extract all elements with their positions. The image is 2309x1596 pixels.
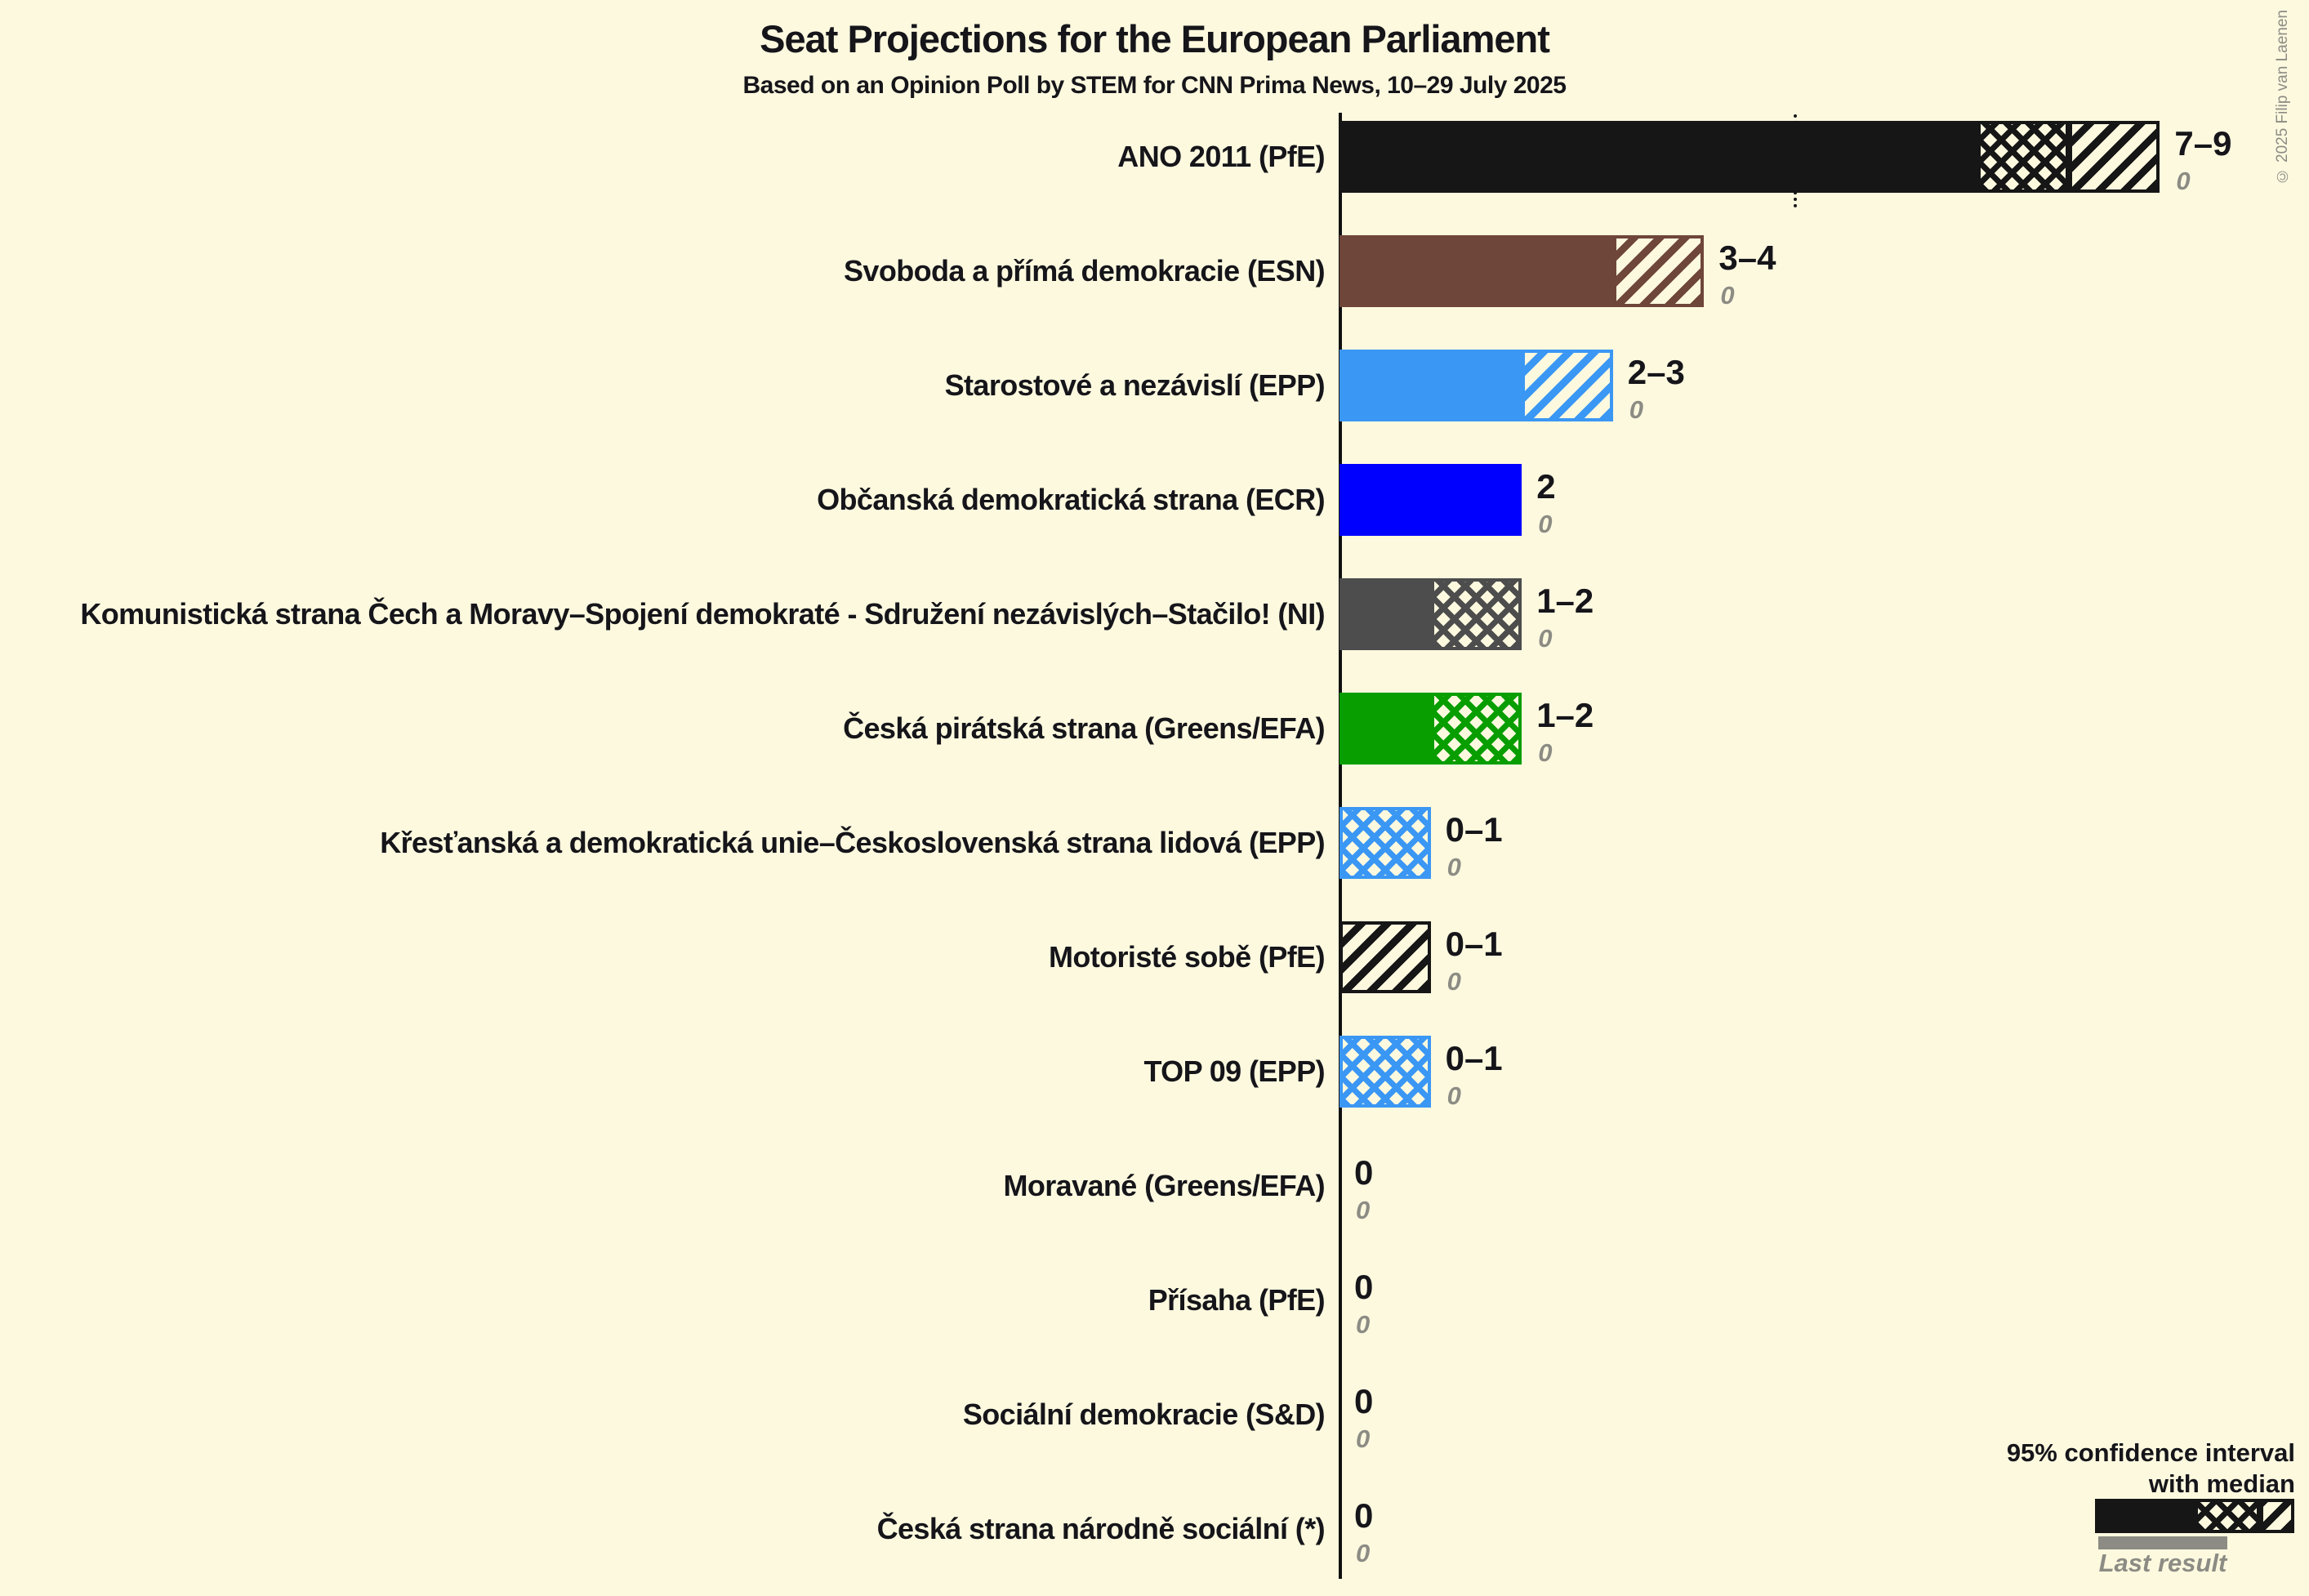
bar-segment-crosshatch — [1339, 807, 1431, 879]
bar-segment-crosshatch — [1977, 121, 2069, 193]
last-result-value: 0 — [1538, 738, 1553, 767]
bar-segment-solid — [1339, 350, 1522, 421]
last-result-value: 0 — [1446, 1081, 1461, 1110]
last-result-value: 0 — [1356, 1196, 1371, 1224]
seat-range-label: 0–1 — [1445, 925, 1503, 963]
seat-range-label: 7–9 — [2174, 124, 2232, 163]
seat-range-label: 0–1 — [1445, 1039, 1503, 1077]
legend-sample-bar — [2095, 1499, 2294, 1533]
bar-segment-diagonal — [1522, 350, 1613, 421]
seat-range-label: 0 — [1354, 1268, 1374, 1306]
legend-last-result-label: Last result — [2098, 1549, 2227, 1577]
bar-segment-solid — [1339, 693, 1431, 765]
party-label: Starostové a nezávislí (EPP) — [944, 368, 1326, 402]
bar-segment-diagonal — [1612, 235, 1705, 307]
last-result-value: 0 — [1538, 510, 1553, 538]
party-label: Česká strana národně sociální (*) — [876, 1512, 1326, 1545]
last-result-value: 0 — [1356, 1424, 1371, 1453]
seat-range-label: 0 — [1354, 1496, 1374, 1535]
bar-segment-diagonal — [2068, 121, 2160, 193]
bar-segment-crosshatch — [1430, 693, 1522, 765]
last-result-value: 0 — [1356, 1310, 1371, 1339]
last-result-value: 0 — [1720, 281, 1735, 310]
seat-range-label: 1–2 — [1536, 696, 1594, 734]
bar-segment-solid — [1339, 578, 1431, 650]
party-label: Občanská demokratická strana (ECR) — [817, 483, 1325, 516]
legend-ci-line1: 95% confidence interval — [2006, 1438, 2295, 1467]
last-result-value: 0 — [1356, 1539, 1371, 1567]
party-label: Motoristé sobě (PfE) — [1048, 940, 1326, 974]
chart-subtitle: Based on an Opinion Poll by STEM for CNN… — [742, 72, 1567, 99]
chart-title: Seat Projections for the European Parlia… — [760, 17, 1550, 60]
legend-sample-crosshatch-segment — [2195, 1499, 2260, 1533]
party-label: Křesťanská a demokratická unie–Českoslov… — [380, 826, 1325, 859]
seat-range-label: 0–1 — [1445, 810, 1503, 849]
bar-segment-solid — [1339, 121, 1978, 193]
bar-segment-crosshatch — [1430, 578, 1522, 650]
party-label: Moravané (Greens/EFA) — [1003, 1169, 1325, 1202]
last-result-value: 0 — [1538, 624, 1553, 653]
legend-sample-diagonal-segment — [2260, 1499, 2294, 1533]
bar-segment-crosshatch — [1339, 1036, 1431, 1108]
seat-range-label: 2–3 — [1627, 353, 1685, 391]
bar-segment-solid — [1339, 464, 1522, 536]
last-result-value: 0 — [1446, 967, 1461, 996]
copyright-notice: © 2025 Filip van Laenen — [2274, 10, 2291, 185]
seat-range-label: 1–2 — [1536, 582, 1594, 620]
bar-segment-diagonal — [1339, 921, 1431, 993]
party-label: Svoboda a přímá demokracie (ESN) — [844, 254, 1326, 288]
party-label: Česká pirátská strana (Greens/EFA) — [843, 711, 1325, 745]
bar-segment-solid — [1339, 235, 1613, 307]
party-label: Sociální demokracie (S&D) — [962, 1398, 1326, 1431]
last-result-value: 0 — [2176, 167, 2191, 195]
seat-range-label: 3–4 — [1718, 239, 1776, 277]
last-result-value: 0 — [1629, 395, 1644, 424]
seat-range-label: 2 — [1536, 467, 1556, 506]
last-result-value: 0 — [1446, 853, 1461, 881]
party-label: ANO 2011 (PfE) — [1117, 140, 1325, 173]
legend-sample-solid-segment — [2095, 1499, 2195, 1533]
seat-range-label: 0 — [1354, 1382, 1374, 1420]
legend-ci-line2: with median — [2148, 1469, 2295, 1498]
party-label: Komunistická strana Čech a Moravy–Spojen… — [80, 597, 1325, 631]
party-label: Přísaha (PfE) — [1148, 1283, 1326, 1317]
seat-range-label: 0 — [1354, 1153, 1374, 1192]
party-label: TOP 09 (EPP) — [1143, 1054, 1325, 1088]
legend-last-result-bar — [2098, 1536, 2227, 1549]
